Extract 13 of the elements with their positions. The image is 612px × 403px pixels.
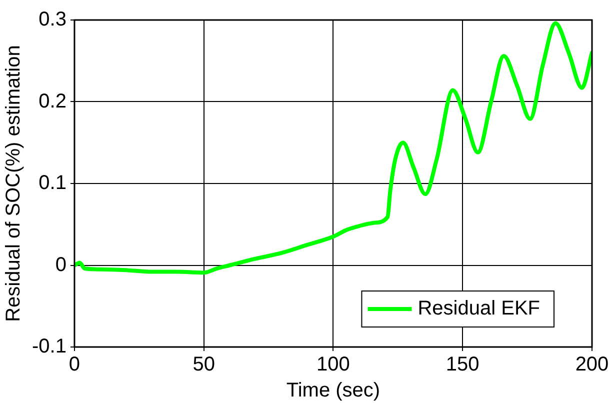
y-tick-label: -0.1 bbox=[32, 336, 66, 358]
y-tick-label: 0.1 bbox=[38, 172, 66, 194]
x-tick-label: 100 bbox=[316, 354, 350, 376]
y-axis-title: Residual of SOC(%) estimation bbox=[2, 45, 25, 322]
y-tick-label: 0.3 bbox=[38, 8, 66, 31]
y-tick-label: 0.2 bbox=[38, 90, 66, 112]
x-tick-label: 200 bbox=[575, 354, 609, 376]
legend-label: Residual EKF bbox=[418, 298, 540, 320]
y-tick-label: 0 bbox=[55, 254, 66, 276]
x-tick-label: 50 bbox=[192, 354, 215, 376]
x-axis-title: Time (sec) bbox=[286, 380, 380, 402]
x-tick-label: 150 bbox=[446, 354, 480, 376]
x-tick-label: 0 bbox=[68, 354, 80, 376]
